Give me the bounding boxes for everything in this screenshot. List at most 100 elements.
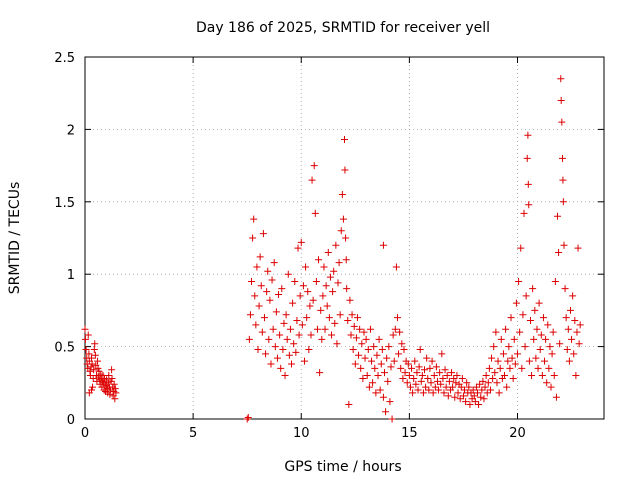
data-point (507, 314, 515, 322)
data-point (488, 354, 496, 362)
data-point (339, 215, 347, 223)
data-point (243, 415, 251, 423)
data-point (479, 377, 487, 385)
data-point (384, 377, 392, 385)
data-point (551, 277, 559, 285)
data-point (472, 383, 480, 391)
data-point (450, 374, 458, 382)
data-point (515, 277, 523, 285)
data-point (433, 377, 441, 385)
data-point (328, 331, 336, 339)
data-point (443, 372, 451, 380)
data-point (308, 176, 316, 184)
data-point (81, 335, 89, 343)
data-point (535, 299, 543, 307)
data-point (544, 321, 552, 329)
data-point (373, 351, 381, 359)
data-point (473, 389, 481, 397)
data-point (94, 357, 102, 365)
x-tick-label: 5 (189, 426, 197, 441)
data-point (370, 343, 378, 351)
data-point (342, 256, 350, 264)
data-point (562, 314, 570, 322)
data-point (549, 328, 557, 336)
data-point (466, 401, 474, 409)
data-point (431, 383, 439, 391)
y-tick-label: 1 (67, 268, 75, 283)
data-point (95, 367, 103, 375)
data-point (244, 414, 252, 422)
data-point (87, 354, 95, 362)
data-point (454, 389, 462, 397)
data-point (414, 386, 422, 394)
data-point (410, 374, 418, 382)
data-point (508, 354, 516, 362)
data-point (290, 340, 298, 348)
data-point (560, 241, 568, 249)
data-point (375, 335, 383, 343)
data-point (461, 386, 469, 394)
data-point (316, 369, 324, 377)
data-point (369, 379, 377, 387)
data-point (484, 379, 492, 387)
series-group (81, 75, 584, 423)
data-point (395, 350, 403, 358)
data-point (529, 285, 537, 293)
data-point (379, 241, 387, 249)
data-point (390, 357, 398, 365)
data-point (343, 285, 351, 293)
data-point (392, 263, 400, 271)
data-point (311, 209, 319, 217)
data-point (386, 398, 394, 406)
data-point (344, 317, 352, 325)
data-point (334, 279, 342, 287)
data-point (359, 374, 367, 382)
data-point (250, 215, 258, 223)
data-point (409, 389, 417, 397)
data-point (283, 335, 291, 343)
data-point (458, 374, 466, 382)
data-point (412, 380, 420, 388)
data-point (425, 386, 433, 394)
data-point (85, 350, 93, 358)
data-point (524, 180, 532, 188)
data-point (511, 360, 519, 368)
data-point (522, 292, 530, 300)
data-point (294, 244, 302, 252)
data-point (485, 364, 493, 372)
data-point (345, 401, 353, 409)
x-axis-title: GPS time / hours (284, 459, 401, 475)
data-point (465, 383, 473, 391)
data-point (504, 357, 512, 365)
data-point (436, 369, 444, 377)
data-point (490, 343, 498, 351)
data-point (393, 314, 401, 322)
data-point (81, 325, 89, 333)
data-point (418, 372, 426, 380)
data-point (253, 263, 261, 271)
data-point (400, 345, 408, 353)
data-point (555, 248, 563, 256)
data-point (517, 244, 525, 252)
data-point (264, 267, 272, 275)
data-point (502, 325, 510, 333)
data-point (100, 386, 108, 394)
data-point (111, 395, 119, 403)
data-point (347, 331, 355, 339)
data-point (423, 354, 431, 362)
data-point (307, 331, 315, 339)
data-point (357, 364, 365, 372)
data-point (491, 369, 499, 377)
data-point (256, 253, 264, 261)
data-point (105, 372, 113, 380)
data-point (546, 343, 554, 351)
data-point (272, 308, 280, 316)
data-point (558, 118, 566, 126)
data-point (452, 379, 460, 387)
data-point (108, 374, 116, 382)
data-point (566, 306, 574, 314)
data-point (545, 364, 553, 372)
data-point (91, 340, 99, 348)
data-point (281, 372, 289, 380)
